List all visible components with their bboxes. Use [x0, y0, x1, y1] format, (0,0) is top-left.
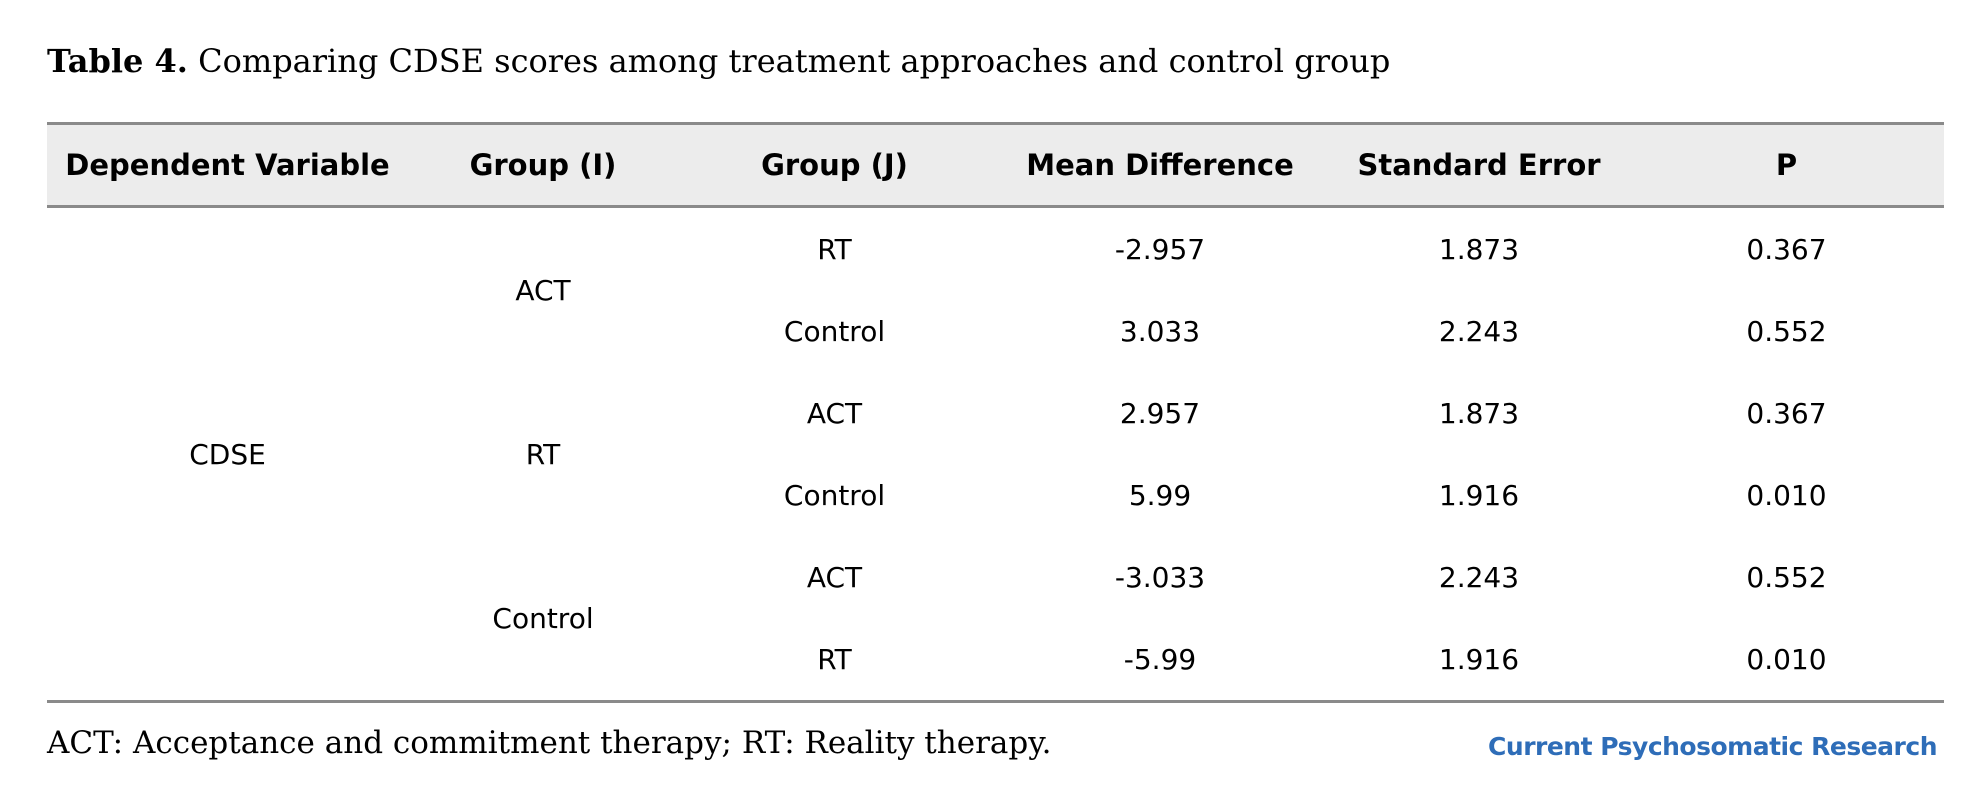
group-j-cell: Control — [783, 314, 886, 348]
mean-difference-cell: -5.99 — [1123, 642, 1197, 676]
table-footnote: ACT: Acceptance and commitment therapy; … — [47, 725, 1052, 761]
p-value-cell: 0.552 — [1746, 314, 1827, 348]
p-value-cell: 0.552 — [1746, 560, 1827, 594]
standard-error-cell: 2.243 — [1438, 314, 1520, 348]
mean-difference-cell: -3.033 — [1114, 560, 1206, 594]
results-table: Dependent Variable Group (I) Group (J) M… — [47, 122, 1944, 703]
header-group-j: Group (J) — [761, 148, 908, 182]
group-i-cell: RT — [525, 437, 561, 471]
group-i-cell: Control — [492, 601, 594, 635]
p-value-cell: 0.010 — [1746, 478, 1827, 512]
group-j-cell: Control — [783, 478, 886, 512]
table-row: CDSE ACT RT -2.957 1.873 0.367 — [47, 207, 1944, 471]
header-standard-error: Standard Error — [1357, 148, 1601, 182]
table-row: RT -5.99 1.916 0.010 — [47, 618, 1944, 702]
group-i-cell: ACT — [515, 273, 571, 307]
table-caption-text: Comparing CDSE scores among treatment ap… — [187, 42, 1391, 80]
journal-logo: Current Psychosomatic Research — [1488, 732, 1937, 761]
table-row: Control 3.033 2.243 0.552 — [47, 290, 1944, 372]
dependent-variable-cell: CDSE — [189, 437, 266, 471]
standard-error-cell: 1.873 — [1438, 232, 1520, 266]
p-value-cell: 0.367 — [1746, 396, 1827, 430]
group-j-cell: ACT — [806, 396, 863, 430]
header-p: P — [1775, 148, 1798, 182]
p-value-cell: 0.010 — [1746, 642, 1827, 676]
table-caption-label: Table 4. — [47, 42, 188, 80]
standard-error-cell: 1.916 — [1438, 642, 1520, 676]
table-row: Control ACT -3.033 2.243 0.552 — [47, 536, 1944, 635]
table-row: RT ACT 2.957 1.873 0.367 — [47, 372, 1944, 471]
group-j-cell: RT — [817, 232, 852, 266]
mean-difference-cell: 3.033 — [1119, 314, 1201, 348]
table-caption: Table 4. Comparing CDSE scores among tre… — [47, 42, 1390, 80]
mean-difference-cell: -2.957 — [1114, 232, 1206, 266]
p-value-cell: 0.367 — [1746, 232, 1827, 266]
group-j-cell: ACT — [806, 560, 863, 594]
group-j-cell: RT — [817, 642, 852, 676]
table-header-row: Dependent Variable Group (I) Group (J) M… — [47, 123, 1944, 207]
standard-error-cell: 2.243 — [1438, 560, 1520, 594]
header-mean-difference: Mean Difference — [1026, 148, 1294, 182]
standard-error-cell: 1.916 — [1438, 478, 1520, 512]
header-dependent-variable: Dependent Variable — [65, 148, 390, 182]
header-group-i: Group (I) — [469, 148, 617, 182]
mean-difference-cell: 5.99 — [1128, 478, 1192, 512]
table-row: Control 5.99 1.916 0.010 — [47, 454, 1944, 536]
standard-error-cell: 1.873 — [1438, 396, 1520, 430]
mean-difference-cell: 2.957 — [1119, 396, 1201, 430]
